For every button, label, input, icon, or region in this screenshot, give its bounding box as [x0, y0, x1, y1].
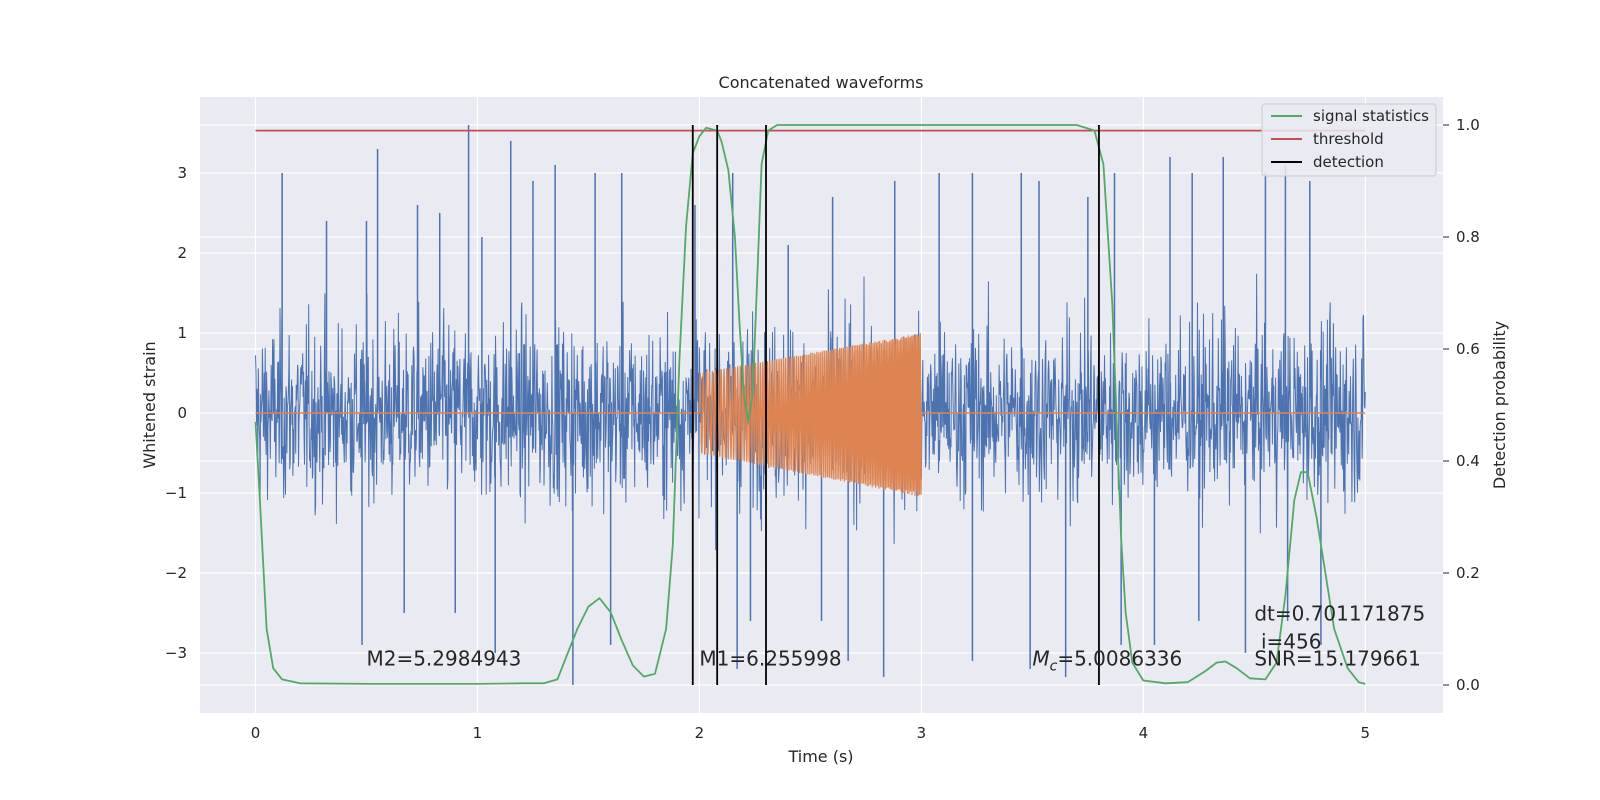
right-y-axis-ticks: 0.0 0.2 0.4 0.6 0.8 1.0 — [1443, 116, 1480, 694]
signal-statistics-line — [254, 124, 1366, 685]
legend: signal statistics threshold detection — [1261, 103, 1437, 177]
x-axis-ticks: 0 1 2 3 4 5 — [251, 724, 1370, 742]
y2-tick-label: 0.8 — [1456, 228, 1480, 246]
annotation-text: M2=5.2984943 — [366, 646, 521, 670]
legend-label-detection: detection — [1313, 153, 1384, 171]
x-tick-label: 4 — [1139, 724, 1149, 742]
y-tick-label: −3 — [165, 644, 187, 662]
x-tick-label: 3 — [917, 724, 927, 742]
y2-tick-label: 1.0 — [1456, 116, 1480, 134]
x-axis-label: Time (s) — [787, 747, 853, 766]
legend-box — [1261, 103, 1437, 177]
y-tick-label: 1 — [177, 324, 187, 342]
y2-tick-label: 0.4 — [1456, 452, 1480, 470]
annotation-text: SNR=15.179661 — [1254, 646, 1420, 670]
chart-title: Concatenated waveforms — [719, 73, 924, 92]
y-tick-label: −2 — [165, 564, 187, 582]
y2-tick-label: 0.6 — [1456, 340, 1480, 358]
y-tick-label: 0 — [177, 404, 187, 422]
y2-tick-label: 0.0 — [1456, 676, 1480, 694]
annotation-text: M1=6.255998 — [699, 646, 841, 670]
y-axis-ticks: −3 −2 −1 0 1 2 3 — [165, 164, 187, 662]
y-axis-label: Whitened strain — [140, 341, 159, 468]
legend-label-threshold: threshold — [1313, 130, 1384, 148]
x-tick-label: 1 — [473, 724, 483, 742]
y-tick-label: 2 — [177, 244, 187, 262]
legend-label-signal: signal statistics — [1313, 107, 1429, 125]
x-tick-label: 0 — [251, 724, 261, 742]
y-tick-label: −1 — [165, 484, 187, 502]
right-y-axis-label: Detection probability — [1490, 321, 1509, 489]
y2-tick-label: 0.2 — [1456, 564, 1480, 582]
x-tick-label: 2 — [695, 724, 705, 742]
annotation-text: Mc=5.0086336 — [1032, 646, 1182, 674]
annotation-text: i=456 — [1261, 630, 1322, 654]
waveform-chirp — [698, 333, 923, 497]
x-tick-label: 5 — [1361, 724, 1371, 742]
annotations: M2=5.2984943 M1=6.255998 Mc=5.0086336 dt=0.… — [366, 602, 1425, 675]
annotation-text: dt=0.701171875 — [1254, 602, 1425, 626]
y-tick-label: 3 — [177, 164, 187, 182]
plot-layer — [254, 124, 1366, 685]
